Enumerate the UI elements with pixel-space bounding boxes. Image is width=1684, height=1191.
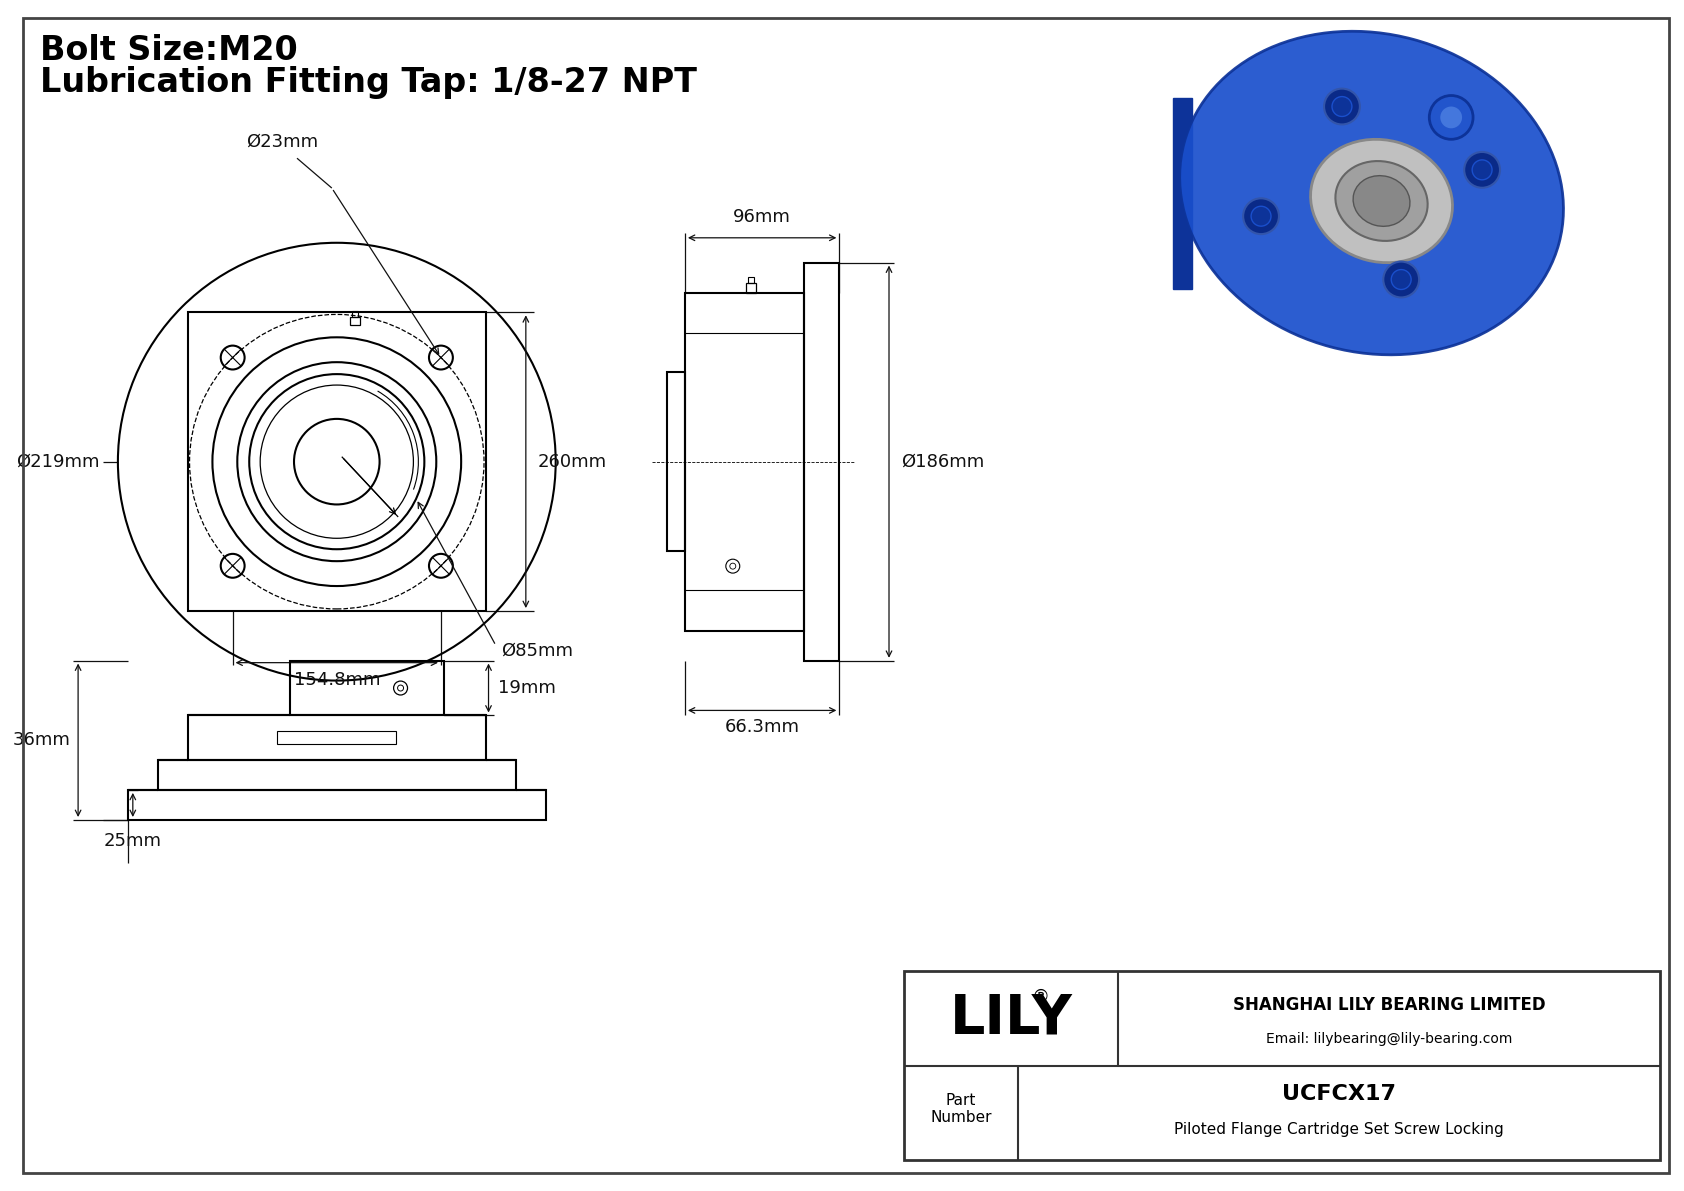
Text: SHANGHAI LILY BEARING LIMITED: SHANGHAI LILY BEARING LIMITED (1233, 996, 1546, 1014)
Ellipse shape (1335, 161, 1428, 241)
Ellipse shape (1180, 31, 1563, 355)
Text: Ø219mm: Ø219mm (17, 453, 99, 470)
Bar (667, 372, 685, 551)
Text: Ø23mm: Ø23mm (246, 132, 318, 150)
Circle shape (1391, 269, 1411, 289)
Text: 154.8mm: 154.8mm (293, 671, 381, 688)
Circle shape (1251, 206, 1271, 226)
Text: Ø85mm: Ø85mm (500, 642, 573, 660)
Bar (748, 276, 754, 282)
Text: 25mm: 25mm (104, 831, 162, 850)
Text: 260mm: 260mm (537, 453, 606, 470)
Text: Email: lilybearing@lily-bearing.com: Email: lilybearing@lily-bearing.com (1266, 1033, 1512, 1046)
Circle shape (1332, 96, 1352, 117)
Bar (350, 318, 360, 325)
Bar (128, 790, 546, 819)
Bar (352, 311, 357, 318)
Text: LILY: LILY (950, 991, 1073, 1046)
Text: 66.3mm: 66.3mm (724, 718, 800, 736)
Ellipse shape (1354, 175, 1410, 226)
Text: Part
Number: Part Number (930, 1093, 992, 1125)
Text: 36mm: 36mm (12, 731, 71, 749)
Bar (290, 661, 445, 716)
Bar (805, 263, 839, 661)
Bar (158, 760, 515, 790)
Bar (904, 971, 1660, 1160)
Bar (746, 282, 756, 293)
Circle shape (1463, 152, 1500, 188)
Text: UCFCX17: UCFCX17 (1282, 1084, 1396, 1104)
Text: Ø186mm: Ø186mm (901, 453, 983, 470)
Bar (187, 716, 487, 760)
Text: 19mm: 19mm (498, 679, 556, 697)
Text: 96mm: 96mm (733, 208, 791, 226)
Text: Bolt Size:M20: Bolt Size:M20 (40, 33, 298, 67)
Polygon shape (1172, 98, 1192, 288)
Text: Lubrication Fitting Tap: 1/8-27 NPT: Lubrication Fitting Tap: 1/8-27 NPT (40, 66, 697, 99)
Circle shape (1472, 160, 1492, 180)
Text: Piloted Flange Cartridge Set Screw Locking: Piloted Flange Cartridge Set Screw Locki… (1174, 1122, 1504, 1137)
Ellipse shape (1310, 139, 1453, 263)
Bar (187, 312, 487, 611)
Circle shape (1383, 262, 1420, 298)
Circle shape (1324, 88, 1361, 124)
Circle shape (1243, 198, 1278, 235)
Text: ®: ® (1032, 987, 1049, 1005)
Circle shape (1440, 106, 1463, 130)
Bar (685, 293, 805, 631)
Circle shape (1430, 95, 1474, 139)
Bar (278, 731, 396, 744)
